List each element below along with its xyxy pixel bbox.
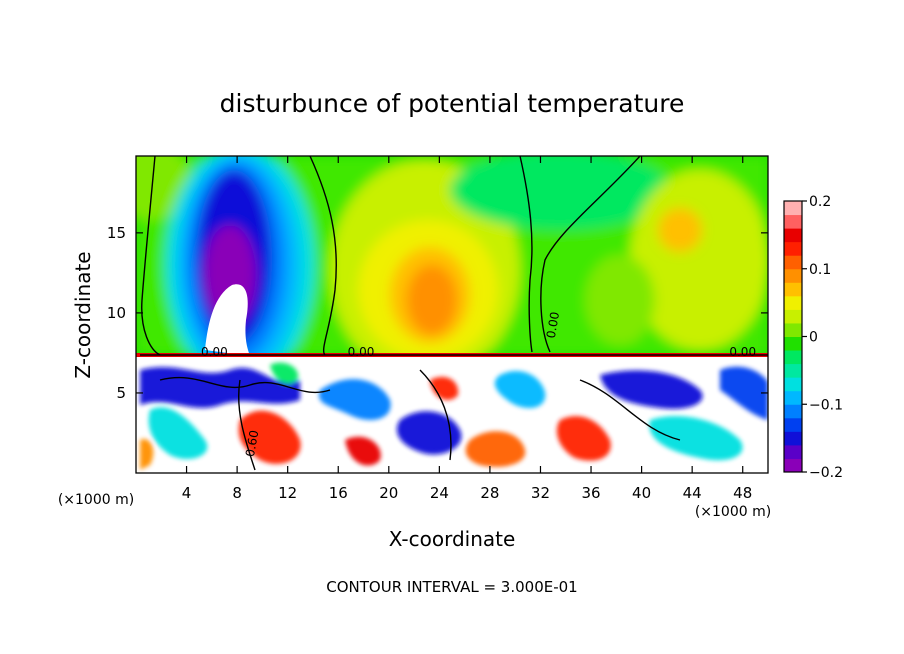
contour-label: 0.00	[729, 345, 756, 359]
colorbar-swatch	[784, 228, 802, 243]
colorbar-swatch	[784, 282, 802, 297]
x-tick-label: 16	[329, 484, 348, 502]
x-tick-label: 36	[581, 484, 600, 502]
x-unit-label: (×1000 m)	[695, 504, 771, 520]
colorbar-swatch	[784, 350, 802, 365]
contour-label: 0.00	[201, 345, 228, 359]
colorbar-swatch	[784, 390, 802, 405]
colorbar-swatch	[784, 201, 802, 216]
y-tick-label: 10	[107, 304, 126, 322]
x-tick-label: 28	[480, 484, 499, 502]
colorbar-swatch	[784, 363, 802, 378]
colorbar-tick-label: 0	[809, 330, 818, 346]
colorbar-tick-label: 0.2	[809, 194, 831, 210]
colorbar-swatch	[784, 295, 802, 310]
colorbar-swatch	[784, 268, 802, 283]
x-tick-label: 32	[531, 484, 550, 502]
colorbar-swatch	[784, 431, 802, 446]
contour-label: 0.00	[348, 345, 375, 359]
y-tick-label: 5	[116, 384, 126, 402]
contour-label: 0.60	[243, 429, 261, 458]
chart-title: disturbunce of potential temperature	[220, 89, 685, 118]
colorbar-swatch	[784, 444, 802, 459]
x-tick-label: 4	[182, 484, 192, 502]
colorbar-swatch	[784, 417, 802, 432]
colorbar-tick-label: −0.1	[809, 397, 843, 413]
x-tick-label: 20	[379, 484, 398, 502]
y-tick-label: 15	[107, 224, 126, 242]
x-tick-label: 24	[430, 484, 449, 502]
colorbar-swatch	[784, 214, 802, 229]
colorbar-swatch	[784, 309, 802, 324]
x-tick-label: 12	[278, 484, 297, 502]
y-unit-label: (×1000 m)	[58, 492, 134, 508]
colorbar-tick-label: 0.1	[809, 262, 831, 278]
contour-labels: 0.00 0.00 0.00 0.00 0.60	[201, 311, 756, 458]
colorbar-swatch	[784, 322, 802, 337]
plot-frame	[135, 155, 769, 474]
x-tick-label: 44	[683, 484, 702, 502]
contour-interval-note: CONTOUR INTERVAL = 3.000E-01	[326, 578, 577, 596]
x-axis-label: X-coordinate	[389, 527, 516, 551]
plot-area	[136, 156, 768, 473]
colorbar-swatch	[784, 377, 802, 392]
x-tick-label: 40	[632, 484, 651, 502]
colorbar: 0.2 0.1 0 −0.1 −0.2	[783, 194, 843, 481]
x-tick-label: 8	[232, 484, 242, 502]
x-tick-label: 48	[733, 484, 752, 502]
colorbar-tick-label: −0.2	[809, 465, 843, 481]
colorbar-swatch	[784, 255, 802, 270]
y-axis-label: Z-coordinate	[71, 251, 95, 378]
colorbar-swatch	[784, 404, 802, 419]
colorbar-swatch	[784, 458, 802, 473]
x-axis: 4 8 12 16 20 24 28 32 36 40 44 48	[182, 156, 752, 502]
colorbar-swatch	[784, 336, 802, 351]
y-axis: 5 10 15	[107, 224, 768, 402]
contour-label: 0.00	[544, 311, 562, 340]
colorbar-swatch	[784, 241, 802, 256]
